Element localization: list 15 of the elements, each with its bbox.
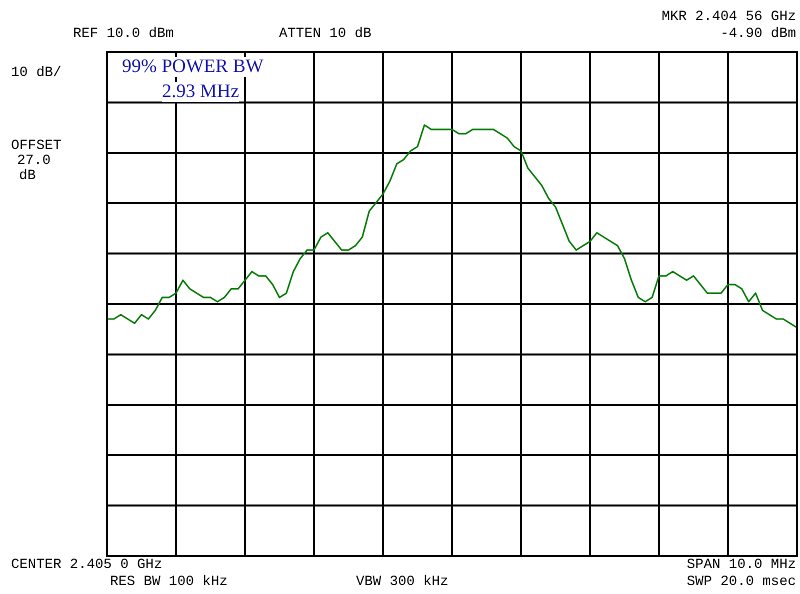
text: REF 10.0 dBm <box>73 26 174 42</box>
text: MKR 2.404 56 GHz <box>662 9 796 25</box>
text: 27.0 <box>17 153 51 169</box>
text: -4.90 dBm <box>720 26 796 42</box>
text: VBW 300 kHz <box>356 574 448 590</box>
text: CENTER 2.405 0 GHz <box>11 557 162 573</box>
text: OFFSET <box>11 138 62 154</box>
text: ATTEN 10 dB <box>279 26 372 42</box>
text: dB <box>19 168 36 184</box>
text: 2.93 MHz <box>162 81 240 102</box>
text: SPAN 10.0 MHz <box>686 557 796 573</box>
text: SWP 20.0 msec <box>686 574 796 590</box>
text: 99% POWER BW <box>122 56 264 77</box>
text: 10 dB/ <box>11 65 62 81</box>
text: RES BW 100 kHz <box>110 574 228 590</box>
